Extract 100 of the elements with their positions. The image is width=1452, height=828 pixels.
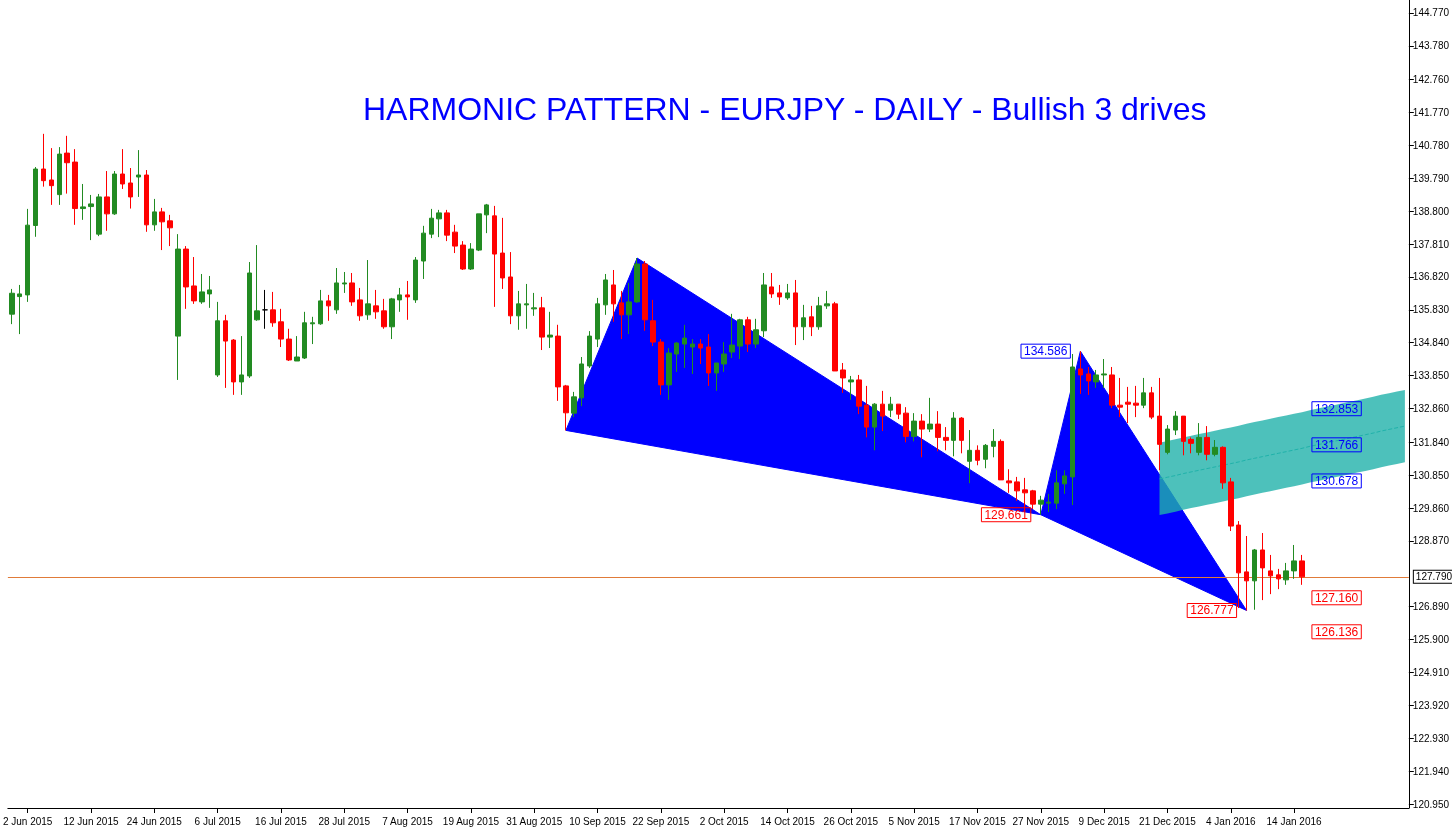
candlestick bbox=[436, 209, 442, 238]
candlestick bbox=[714, 362, 719, 392]
x-tick-label: 24 Jun 2015 bbox=[126, 815, 183, 827]
candlestick bbox=[286, 328, 292, 362]
candlestick bbox=[88, 194, 94, 241]
x-tick-label: 12 Jun 2015 bbox=[63, 815, 119, 827]
annotation: 134.586 bbox=[1024, 344, 1068, 359]
candlestick bbox=[1062, 469, 1067, 495]
candlestick bbox=[998, 438, 1004, 481]
candlestick bbox=[690, 338, 695, 375]
candlestick bbox=[531, 292, 537, 317]
candlestick bbox=[626, 282, 632, 335]
y-tick-label: 128.870 bbox=[1412, 535, 1450, 547]
candlestick bbox=[460, 240, 466, 271]
candlestick bbox=[25, 208, 30, 303]
candlestick bbox=[302, 311, 307, 360]
candlestick bbox=[666, 347, 672, 401]
candlestick bbox=[801, 304, 806, 341]
x-tick-label: 21 Dec 2015 bbox=[1139, 815, 1197, 827]
candlestick bbox=[539, 296, 545, 351]
candlestick bbox=[1125, 386, 1131, 424]
y-tick-label: 140.780 bbox=[1412, 139, 1450, 151]
x-tick-label: 31 Aug 2015 bbox=[506, 815, 563, 827]
candlestick bbox=[33, 166, 38, 238]
candlestick bbox=[729, 313, 735, 359]
candlestick bbox=[1070, 353, 1075, 506]
candlestick bbox=[373, 289, 379, 320]
x-tick-label: 17 Nov 2015 bbox=[949, 815, 1007, 827]
candlestick bbox=[41, 133, 46, 188]
candlestick bbox=[579, 356, 584, 407]
candlestick bbox=[405, 280, 410, 321]
x-tick-label: 7 Aug 2015 bbox=[382, 815, 434, 827]
candlestick bbox=[1212, 439, 1218, 457]
candlestick bbox=[349, 272, 355, 307]
x-tick-label: 22 Sep 2015 bbox=[632, 815, 690, 827]
x-tick-label: 10 Sep 2015 bbox=[569, 815, 627, 827]
candlestick bbox=[247, 261, 252, 379]
x-tick-label: 14 Jan 2016 bbox=[1266, 815, 1323, 827]
candlestick bbox=[136, 149, 141, 198]
y-tick-label: 143.780 bbox=[1412, 40, 1450, 52]
candlestick bbox=[1299, 554, 1305, 586]
candlestick bbox=[72, 148, 78, 226]
candlestick bbox=[1220, 445, 1226, 490]
candlestick bbox=[1252, 548, 1257, 611]
candlestick bbox=[144, 169, 149, 233]
candlestick bbox=[753, 318, 759, 349]
candlestick bbox=[864, 385, 869, 438]
candlestick bbox=[1196, 422, 1202, 456]
candlestick bbox=[809, 305, 814, 337]
candlestick bbox=[223, 314, 228, 389]
candlestick bbox=[516, 290, 521, 331]
candlestick bbox=[943, 426, 949, 451]
y-tick-label: 132.860 bbox=[1412, 402, 1450, 414]
candlestick bbox=[128, 167, 133, 210]
x-tick-label: 2 Jun 2015 bbox=[2, 815, 53, 827]
candlestick bbox=[1276, 568, 1281, 590]
candlestick bbox=[294, 335, 300, 362]
candlestick bbox=[903, 406, 909, 443]
y-tick-label: 123.920 bbox=[1412, 699, 1450, 711]
y-tick-label: 130.850 bbox=[1412, 469, 1450, 481]
candlestick bbox=[1173, 410, 1178, 436]
y-tick-label: 120.950 bbox=[1412, 798, 1450, 810]
candlestick bbox=[642, 260, 648, 332]
candlestick bbox=[1133, 385, 1139, 418]
y-tick-label: 139.790 bbox=[1412, 172, 1450, 184]
candlestick bbox=[1046, 493, 1051, 513]
y-tick-label: 142.760 bbox=[1412, 74, 1450, 86]
candlestick bbox=[342, 271, 347, 294]
candlestick bbox=[777, 284, 782, 306]
candlestick bbox=[547, 311, 553, 349]
candlestick bbox=[793, 279, 798, 346]
annotation: 131.766 bbox=[1314, 437, 1359, 452]
candlestick bbox=[975, 444, 980, 466]
candlestick bbox=[199, 273, 205, 305]
candlestick bbox=[785, 283, 790, 301]
candlestick bbox=[1141, 377, 1146, 409]
candlestick bbox=[603, 273, 608, 316]
candlestick bbox=[1117, 377, 1123, 418]
candlestick bbox=[1268, 554, 1273, 595]
candlestick bbox=[64, 135, 70, 195]
annotation: 132.853 bbox=[1314, 401, 1359, 416]
candlestick bbox=[1291, 544, 1297, 580]
candlestick bbox=[334, 267, 339, 315]
candlestick bbox=[555, 324, 561, 402]
candlestick bbox=[120, 148, 125, 190]
candlestick bbox=[1228, 477, 1234, 532]
y-tick-label: 137.810 bbox=[1412, 238, 1450, 250]
candlestick bbox=[991, 428, 996, 458]
candlestick bbox=[1204, 425, 1210, 461]
candlestick bbox=[816, 296, 822, 331]
annotation: 126.136 bbox=[1314, 624, 1359, 639]
y-tick-label: 135.830 bbox=[1412, 304, 1450, 316]
candlestick bbox=[524, 283, 529, 330]
text: HARMONIC PATTERN - EURJPY - DAILY - Bullish 3 drives bbox=[363, 91, 1207, 127]
annotation: 126.777 bbox=[1190, 603, 1234, 618]
candlestick bbox=[152, 198, 157, 232]
x-tick-label: 19 Aug 2015 bbox=[442, 815, 500, 827]
candlestick bbox=[1038, 495, 1044, 516]
y-tick-label: 124.910 bbox=[1412, 667, 1450, 678]
y-tick-label: 138.800 bbox=[1412, 205, 1450, 217]
